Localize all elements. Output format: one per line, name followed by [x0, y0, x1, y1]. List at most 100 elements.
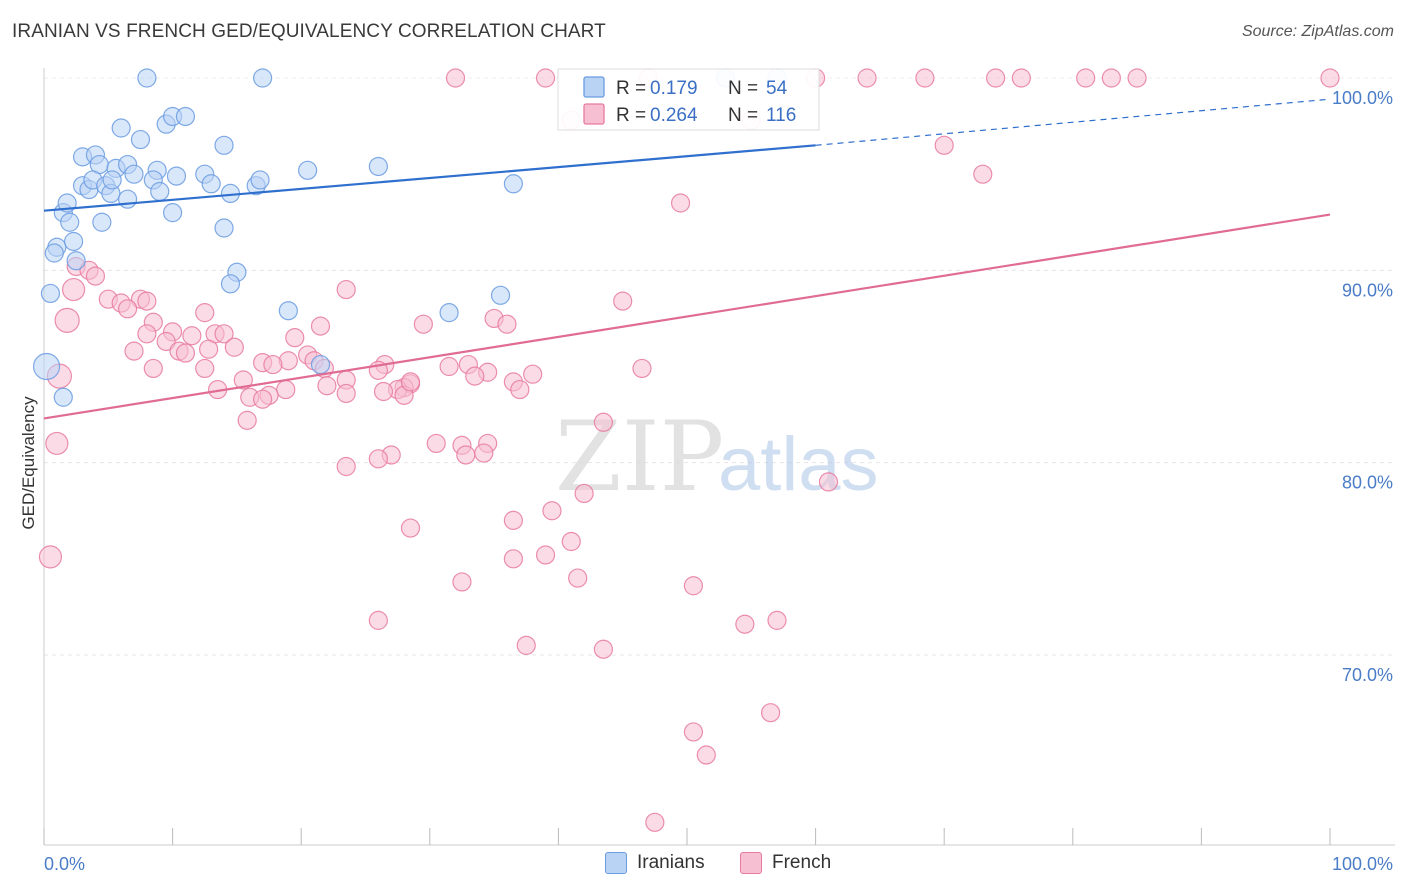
data-point-french	[574, 483, 594, 504]
data-point-french	[137, 324, 157, 344]
data-point-iranians	[503, 174, 523, 194]
data-point-french	[373, 381, 394, 402]
chart-title: IRANIAN VS FRENCH GED/EQUIVALENCY CORREL…	[12, 21, 606, 42]
y-tick-label: 70.0%	[1342, 665, 1393, 685]
data-point-french	[195, 303, 215, 323]
x-tick-label: 100.0%	[1332, 854, 1393, 874]
data-point-french	[237, 410, 257, 430]
data-point-french	[818, 472, 839, 492]
data-point-french	[336, 456, 356, 477]
data-point-iranians	[220, 274, 241, 294]
data-point-french	[497, 314, 517, 334]
data-point-iranians	[40, 283, 61, 304]
data-point-french	[276, 379, 296, 400]
data-point-french	[445, 68, 466, 88]
data-point-french	[503, 510, 523, 530]
legend-label-iranians: Iranians	[637, 852, 705, 873]
data-point-french	[117, 299, 138, 319]
stats-legend: R = 0.179 N = 54 R = 0.264 N = 116	[557, 68, 820, 131]
stats-n-value: 54	[766, 78, 788, 99]
data-point-french	[156, 331, 176, 352]
data-point-iranians	[439, 303, 459, 323]
data-point-french	[85, 266, 106, 286]
data-point-iranians	[92, 212, 112, 232]
data-point-iranians	[214, 218, 234, 238]
data-point-french	[224, 337, 244, 357]
bottom-legend: Iranians French	[0, 852, 1406, 878]
legend-swatch-french	[740, 852, 762, 874]
data-point-iranians	[137, 68, 157, 88]
legend-item-iranians[interactable]: Iranians	[605, 852, 705, 874]
data-point-iranians	[102, 170, 122, 190]
data-point-french	[214, 324, 234, 344]
data-point-french	[857, 68, 877, 88]
legend-swatch-iranians	[605, 852, 627, 874]
trend-lines	[43, 98, 1331, 420]
data-point-french	[143, 358, 163, 379]
data-point-french	[38, 545, 63, 569]
data-point-french	[510, 379, 530, 400]
data-point-iranians	[32, 352, 61, 381]
stats-swatch-iranians	[583, 76, 605, 98]
data-point-french	[124, 341, 144, 361]
legend-item-french[interactable]: French	[740, 852, 831, 874]
data-points	[32, 68, 1340, 832]
data-point-iranians	[117, 189, 138, 209]
data-point-french	[317, 376, 337, 396]
data-point-french	[233, 370, 253, 390]
data-point-french	[452, 572, 472, 592]
data-point-french	[336, 383, 356, 404]
y-tick-label: 100.0%	[1332, 88, 1393, 108]
watermark: ZIP atlas	[555, 401, 879, 513]
stats-swatch-french	[583, 103, 605, 125]
trend-line-extension-iranians	[815, 98, 1331, 146]
y-tick-label: 90.0%	[1342, 280, 1393, 300]
watermark-atlas: atlas	[718, 422, 879, 507]
data-point-french	[593, 639, 614, 659]
source-credit: Source: ZipAtlas.com	[1241, 23, 1394, 40]
data-point-iranians	[53, 387, 73, 407]
data-point-french	[1101, 68, 1121, 88]
data-point-french	[54, 307, 80, 333]
stats-n-label: N =	[728, 105, 758, 126]
data-point-iranians	[60, 212, 80, 232]
x-tick-label: 0.0%	[44, 854, 85, 874]
data-point-french	[767, 610, 787, 630]
data-point-french	[696, 745, 716, 765]
data-point-french	[645, 812, 665, 832]
data-point-french	[253, 389, 273, 409]
data-point-french	[542, 501, 562, 521]
data-point-iranians	[175, 106, 196, 127]
data-point-iranians	[111, 118, 131, 138]
data-point-french	[45, 431, 69, 456]
data-point-french	[456, 445, 476, 465]
data-point-iranians	[166, 166, 187, 186]
data-point-french	[263, 354, 283, 375]
data-point-french	[503, 549, 523, 569]
data-point-french	[137, 291, 157, 311]
stats-n-value: 116	[766, 105, 796, 126]
data-point-french	[561, 531, 581, 552]
data-point-french	[1320, 68, 1340, 88]
data-point-french	[986, 68, 1006, 88]
data-point-iranians	[250, 170, 270, 190]
data-point-french	[568, 568, 588, 588]
data-point-french	[760, 703, 781, 723]
data-point-french	[683, 576, 704, 596]
data-point-french	[426, 433, 446, 454]
stats-r-label: R =	[616, 78, 646, 99]
data-point-iranians	[253, 68, 273, 88]
stats-r-value: 0.264	[650, 105, 698, 126]
data-point-french	[593, 412, 614, 432]
data-point-french	[413, 314, 433, 334]
data-point-french	[285, 328, 305, 348]
data-point-french	[973, 164, 993, 184]
data-point-french	[516, 635, 536, 655]
stats-r-value: 0.179	[650, 78, 698, 99]
data-point-french	[735, 614, 755, 634]
data-point-iranians	[130, 129, 151, 150]
data-point-french	[400, 518, 421, 538]
data-point-iranians	[368, 156, 388, 177]
data-point-french	[336, 279, 356, 300]
